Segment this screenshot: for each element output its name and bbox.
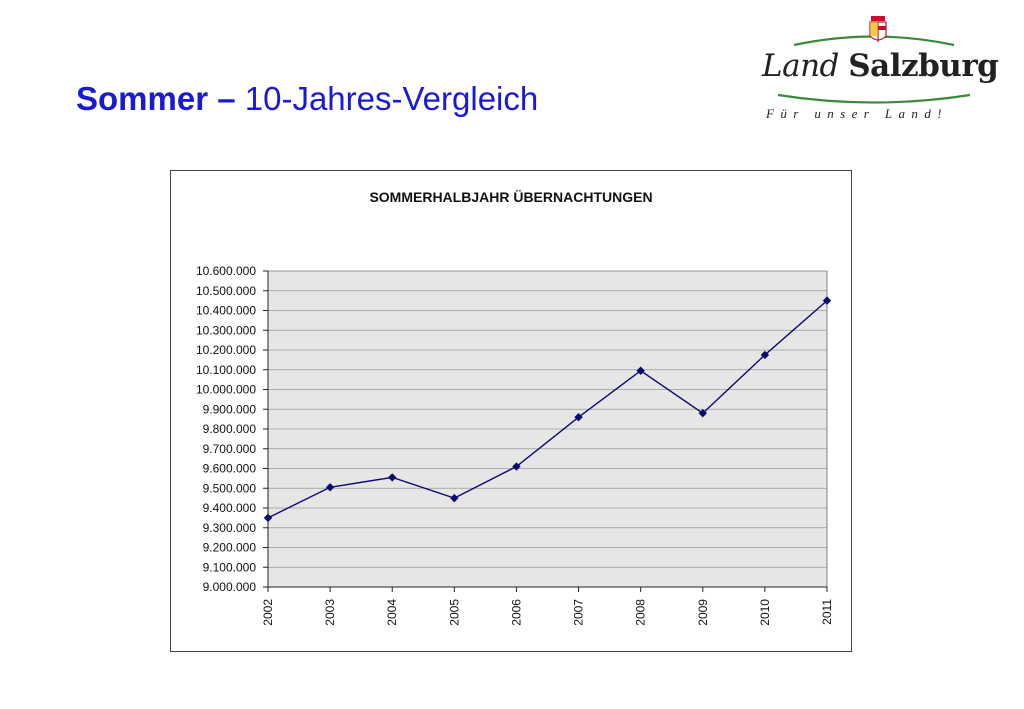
data-point	[698, 409, 707, 418]
y-tick-label: 10.400.000	[196, 304, 256, 318]
y-tick-label: 9.900.000	[203, 402, 257, 416]
y-tick-label: 9.100.000	[203, 560, 257, 574]
data-point	[760, 350, 770, 360]
y-tick-label: 9.400.000	[203, 501, 257, 515]
y-tick-label: 10.100.000	[196, 363, 256, 377]
series-line	[267, 300, 828, 519]
y-tick-label: 9.200.000	[203, 541, 257, 555]
y-tick-label: 10.200.000	[196, 343, 256, 357]
logo-name-salzburg: Salzburg	[848, 48, 999, 84]
y-tick-label: 9.300.000	[203, 521, 257, 535]
y-tick-label: 9.700.000	[203, 442, 257, 456]
x-tick-label: 2006	[509, 599, 523, 626]
y-tick-label: 10.500.000	[196, 284, 256, 298]
data-point	[263, 513, 273, 523]
data-point	[574, 412, 583, 422]
y-tick-label: 10.000.000	[196, 383, 256, 397]
y-tick-label: 10.300.000	[196, 323, 256, 337]
x-tick-label: 2002	[261, 599, 275, 626]
chart-title: SOMMERHALBJAHR ÜBERNACHTUNGEN	[369, 189, 653, 205]
logo-name-land: Land	[762, 48, 839, 84]
land-salzburg-logo: Land Salzburg Für unser Land!	[754, 14, 1004, 126]
x-tick-label: 2004	[385, 599, 399, 626]
chart-container: SOMMERHALBJAHR ÜBERNACHTUNGEN 9.000.000 9…	[170, 170, 852, 652]
salzburg-coat-of-arms-icon	[869, 16, 887, 42]
x-tick-label: 2010	[758, 599, 772, 626]
x-tick-label: 2008	[634, 599, 648, 626]
data-point	[822, 296, 832, 305]
slide-title: Sommer – 10-Jahres-Vergleich	[76, 80, 538, 118]
x-tick-label: 2003	[323, 599, 337, 626]
y-tick-label: 10.600.000	[196, 264, 256, 278]
y-tick-label: 9.500.000	[203, 481, 257, 495]
x-tick-label: 2005	[447, 599, 461, 626]
y-tick-label: 9.600.000	[203, 462, 257, 476]
data-point	[450, 493, 459, 503]
logo-tagline: Für unser Land!	[766, 106, 948, 121]
line-chart: 9.000.000 9.100.000 9.200.000 9.300.000 9.40…	[196, 264, 834, 626]
logo-arc-bottom	[777, 93, 971, 104]
x-tick-label: 2011	[820, 599, 834, 625]
x-tick-label: 2007	[572, 599, 586, 626]
slide-title-rest: 10-Jahres-Vergleich	[235, 80, 539, 117]
y-tick-label: 9.800.000	[203, 422, 257, 436]
data-point	[512, 462, 521, 471]
data-point	[388, 473, 397, 482]
logo-graphic	[777, 16, 971, 104]
y-tick-label: 9.000.000	[203, 580, 257, 594]
slide-title-bold: Sommer –	[76, 80, 236, 117]
logo-name: Land Salzburg	[762, 48, 999, 84]
x-tick-label: 2009	[696, 599, 710, 626]
